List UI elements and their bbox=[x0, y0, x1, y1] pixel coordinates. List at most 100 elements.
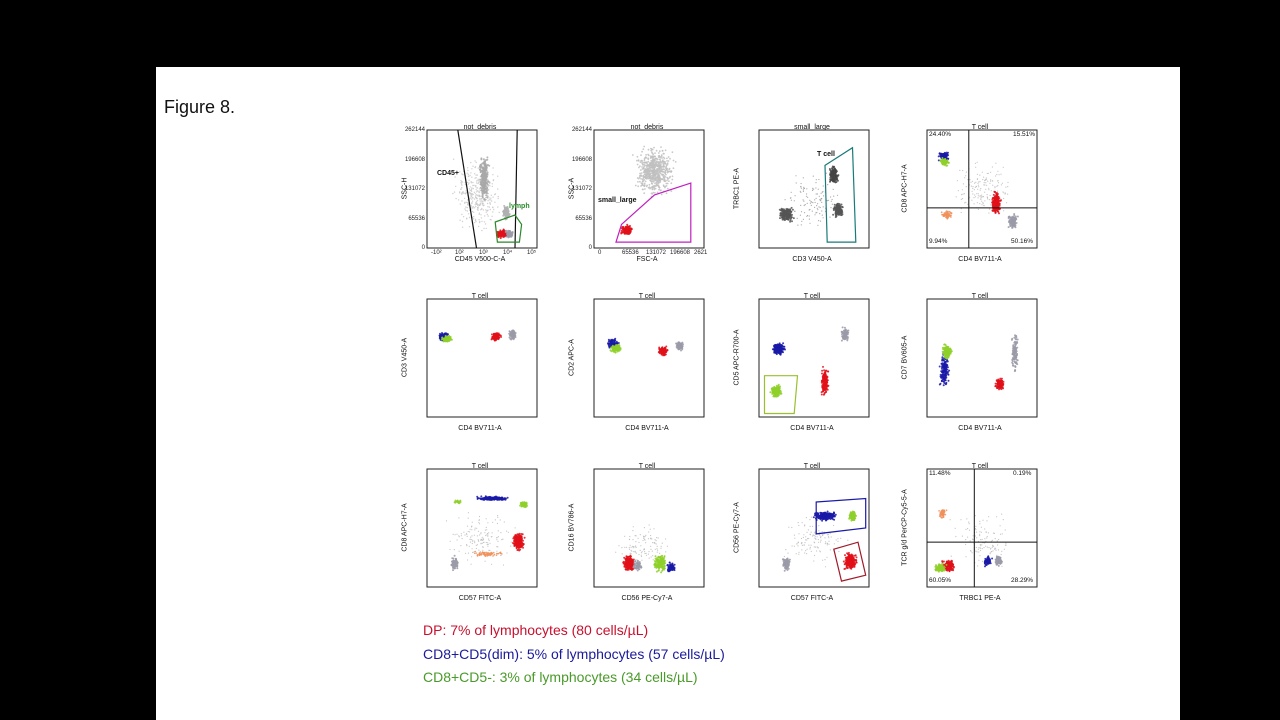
x-axis-label: FSC-A bbox=[636, 256, 658, 263]
plot-canvas bbox=[926, 129, 1038, 249]
tcell-lower bbox=[832, 202, 844, 219]
y-tick-label: 262144 bbox=[571, 127, 592, 133]
x-axis-label: CD3 V450-A bbox=[792, 256, 832, 263]
bg-events bbox=[445, 512, 516, 566]
flow-plot-11: T cell CD57 FITC-A CD56 PE-Cy7-A bbox=[733, 463, 870, 609]
y-axis-label: CD16 BV786-A bbox=[568, 503, 576, 552]
green-cluster bbox=[653, 554, 667, 574]
y-tick-label: 262144 bbox=[404, 127, 425, 133]
plot-frame bbox=[758, 298, 870, 418]
y-tick-label: 65536 bbox=[408, 215, 425, 222]
y-tick-label: 0 bbox=[588, 245, 592, 251]
cd45-gate-line bbox=[457, 129, 478, 249]
quadrant-percent-top-left: 24.40% bbox=[929, 131, 952, 138]
dp-red bbox=[820, 365, 830, 396]
bg-events bbox=[615, 524, 668, 565]
dp-red bbox=[941, 559, 955, 573]
x-axis-label: CD4 BV711-A bbox=[458, 425, 502, 432]
plot-title: T cell bbox=[471, 463, 489, 470]
plot-canvas bbox=[426, 129, 538, 249]
plot-title: T cell bbox=[471, 293, 489, 300]
cd4-grey bbox=[1007, 213, 1019, 229]
plot-title: not_debris bbox=[630, 124, 664, 131]
y-tick-label: 0 bbox=[421, 245, 425, 251]
orange-cluster bbox=[938, 509, 948, 519]
slide: Figure 8. not_debris CD45 V500-C-A SSC-H 26… bbox=[156, 67, 1180, 720]
plot-title: T cell bbox=[971, 463, 989, 470]
tcell-gate bbox=[824, 146, 857, 243]
cd4-grey bbox=[450, 554, 459, 572]
flow-plot-8: T cell CD4 BV711-A CD7 BV605-A bbox=[901, 293, 1038, 439]
granulocyte-cluster bbox=[478, 156, 491, 201]
legend-dp: DP: 7% of lymphocytes (80 cells/µL) bbox=[423, 622, 649, 638]
plot-title: T cell bbox=[638, 293, 656, 300]
gate-label: small_large bbox=[598, 197, 637, 204]
plot-frame bbox=[926, 129, 1038, 249]
legend-cd5dim: CD8+CD5(dim): 5% of lymphocytes (57 cell… bbox=[423, 645, 725, 662]
y-tick-label: 131072 bbox=[571, 186, 592, 192]
blue-band bbox=[812, 510, 837, 522]
y-tick-label: 196608 bbox=[571, 156, 592, 163]
y-axis-label: CD56 PE-Cy7-A bbox=[733, 502, 741, 553]
y-axis-label: CD5 APC-R700-A bbox=[733, 329, 741, 386]
plot-canvas bbox=[926, 298, 1038, 418]
flow-plot-12: T cell TRBC1 PE-A TCR g/d PerCP-Cy5-5-A 11.… bbox=[901, 463, 1038, 609]
plot-frame bbox=[593, 468, 705, 588]
x-tick-label: 0 bbox=[598, 250, 602, 256]
cd8-green bbox=[939, 157, 950, 167]
legend-cd5neg: CD8+CD5-: 3% of lymphocytes (34 cells/µL… bbox=[423, 669, 698, 685]
cd4-grey bbox=[840, 326, 850, 342]
x-axis-label: CD56 PE-Cy7-A bbox=[621, 595, 673, 602]
dp-red bbox=[490, 332, 502, 342]
small-large-gate bbox=[615, 182, 692, 243]
quadrant-percent-top-left: 11.48% bbox=[929, 470, 951, 477]
plot-title: not_debris bbox=[463, 124, 497, 131]
x-tick-label: 10⁴ bbox=[503, 250, 513, 256]
plot-title: T cell bbox=[971, 124, 989, 131]
plot-frame bbox=[593, 129, 705, 249]
x-tick-label: 65536 bbox=[622, 250, 639, 256]
quadrant-percent-bottom-right: 28.29% bbox=[1011, 577, 1034, 584]
scatter-bg bbox=[784, 172, 839, 226]
quadrant-percent-top-right: 0.19% bbox=[1013, 470, 1032, 477]
plot-canvas bbox=[758, 129, 870, 249]
y-axis-label: CD8 APC-H7-A bbox=[401, 503, 409, 552]
plot-title: T cell bbox=[638, 463, 656, 470]
y-tick-label: 131072 bbox=[404, 186, 425, 192]
y-axis-label: TRBC1 PE-A bbox=[733, 167, 741, 210]
plot-title: small_large bbox=[794, 124, 830, 131]
x-tick-label: 196608 bbox=[670, 250, 691, 256]
blue-cluster bbox=[983, 555, 994, 568]
plot-frame bbox=[758, 468, 870, 588]
plot-frame bbox=[593, 298, 705, 418]
cd4-grey bbox=[675, 341, 684, 352]
plot-frame bbox=[926, 468, 1038, 588]
flow-plot-10: T cell CD56 PE-Cy7-A CD16 BV786-A bbox=[568, 463, 705, 609]
x-tick-label: 131072 bbox=[646, 250, 667, 256]
cd4-grey bbox=[994, 555, 1003, 567]
plot-title: T cell bbox=[803, 463, 821, 470]
legend: DP: 7% of lymphocytes (80 cells/µL) CD8+… bbox=[423, 619, 725, 690]
plot-canvas bbox=[758, 468, 870, 588]
flow-plot-1: not_debris CD45 V500-C-A SSC-H 262144 196608… bbox=[401, 124, 538, 270]
plot-canvas bbox=[758, 298, 870, 418]
y-axis-label: CD8 APC-H7-A bbox=[901, 164, 909, 213]
plot-title: T cell bbox=[971, 293, 989, 300]
dp-red bbox=[842, 551, 858, 570]
plot-frame bbox=[426, 298, 538, 418]
cd5dim-blue bbox=[771, 342, 786, 356]
figure-label: Figure 8. bbox=[164, 97, 236, 117]
flow-plot-3: small_large CD3 V450-A TRBC1 PE-A T cell bbox=[733, 124, 870, 270]
x-axis-label: CD4 BV711-A bbox=[625, 425, 669, 432]
dp-red bbox=[622, 554, 636, 571]
cd4-grey bbox=[508, 329, 517, 341]
green-right bbox=[519, 501, 528, 509]
quadrant-percent-bottom-right: 50.16% bbox=[1011, 238, 1034, 245]
x-axis-label: CD57 FITC-A bbox=[790, 595, 834, 602]
y-axis-label: CD3 V450-A bbox=[401, 337, 409, 378]
lymph-gate bbox=[494, 214, 523, 243]
green-cluster bbox=[934, 562, 948, 573]
dp-red bbox=[657, 345, 669, 357]
quadrant-percent-top-right: 15.51% bbox=[1013, 131, 1036, 138]
flow-plot-2: not_debris FSC-A SSC-A 262144 196608 131072 65… bbox=[568, 124, 708, 270]
